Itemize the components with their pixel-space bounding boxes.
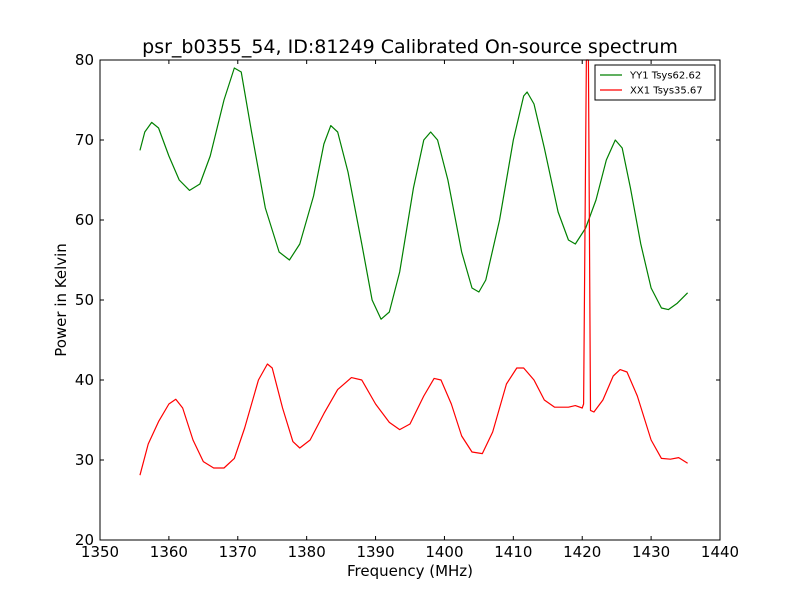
chart-title: psr_b0355_54, ID:81249 Calibrated On-sou… [142, 36, 678, 58]
x-tick-label: 1360 [150, 543, 188, 561]
y-tick-label: 80 [75, 51, 94, 69]
y-tick-label: 30 [75, 451, 94, 469]
y-tick-label: 20 [75, 531, 94, 549]
x-tick-label: 1370 [219, 543, 257, 561]
x-tick-label: 1350 [81, 543, 119, 561]
legend-label-yy1: YY1 Tsys62.62 [629, 71, 701, 82]
series-line-xx1 [139, 59, 688, 476]
plot-area-frame [99, 59, 721, 541]
x-tick-label: 1390 [356, 543, 394, 561]
y-tick-label: 40 [75, 371, 94, 389]
axis-ticks: 1350 1360 1370 1380 1390 1400 1410 1420 1430 1440… [75, 51, 739, 561]
series-line-yy1 [139, 67, 689, 320]
legend: YY1 Tsys62.62 XX1 Tsys35.67 [594, 64, 716, 101]
y-tick-label: 70 [75, 131, 94, 149]
x-tick-label: 1410 [494, 543, 532, 561]
legend-label-xx1: XX1 Tsys35.67 [630, 86, 703, 97]
x-tick-label: 1400 [425, 543, 463, 561]
legend-box [594, 64, 716, 101]
x-tick-label: 1440 [701, 543, 739, 561]
series-layer [139, 59, 689, 476]
x-tick-label: 1420 [563, 543, 601, 561]
x-axis-label: Frequency (MHz) [347, 562, 473, 580]
y-tick-label: 50 [75, 291, 94, 309]
x-tick-label: 1430 [632, 543, 670, 561]
y-tick-label: 60 [75, 211, 94, 229]
y-axis-label: Power in Kelvin [52, 243, 70, 357]
x-tick-label: 1380 [288, 543, 326, 561]
